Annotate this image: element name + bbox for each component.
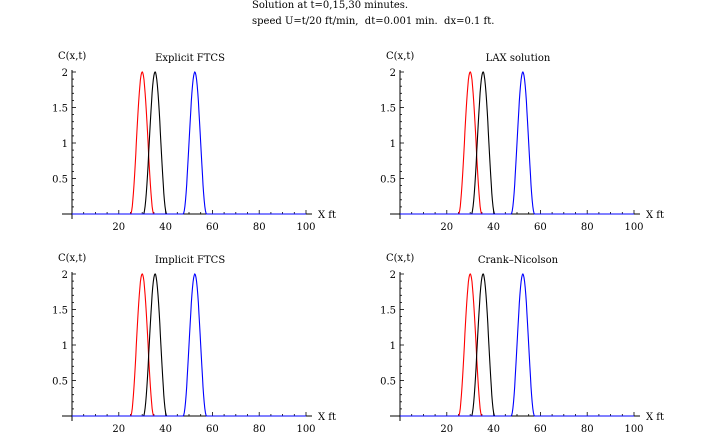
y-tick-label: 1.5 bbox=[52, 104, 68, 115]
x-tick-label: 60 bbox=[534, 222, 547, 233]
y-tick-label: 2 bbox=[390, 68, 396, 79]
chart-title: LAX solution bbox=[486, 53, 551, 64]
series-line-t-15 bbox=[400, 71, 634, 215]
y-tick-label: 2 bbox=[62, 270, 68, 281]
y-tick-label: 0.5 bbox=[52, 377, 68, 388]
chart-title: Implicit FTCS bbox=[155, 255, 225, 266]
x-tick-label: 80 bbox=[581, 222, 594, 233]
x-tick-label: 100 bbox=[624, 222, 643, 233]
x-axis-label: X ft bbox=[646, 412, 664, 423]
chart-title: Crank–Nicolson bbox=[478, 255, 559, 266]
x-tick-label: 80 bbox=[253, 424, 266, 435]
series-line-t-30 bbox=[72, 70, 306, 215]
y-tick-label: 1.5 bbox=[380, 104, 396, 115]
y-tick-label: 1.5 bbox=[380, 306, 396, 317]
figure-title-line2: speed U=t/20 ft/min, dt=0.001 min. dx=0.… bbox=[252, 16, 495, 27]
series-line-t-0 bbox=[72, 71, 306, 215]
series-line-t-30 bbox=[400, 272, 634, 417]
x-tick-label: 80 bbox=[581, 424, 594, 435]
x-tick-label: 80 bbox=[253, 222, 266, 233]
x-tick-label: 40 bbox=[159, 424, 172, 435]
x-axis-label: X ft bbox=[318, 412, 336, 423]
x-tick-label: 100 bbox=[624, 424, 643, 435]
series-line-t-0 bbox=[72, 273, 306, 417]
y-axis-label: C(x,t) bbox=[58, 253, 86, 264]
x-axis-label: X ft bbox=[646, 210, 664, 221]
figure-title-line1: Solution at t=0,15,30 minutes. bbox=[252, 0, 409, 11]
x-tick-label: 100 bbox=[296, 222, 315, 233]
series-line-t-15 bbox=[400, 273, 634, 417]
series-line-t-15 bbox=[72, 71, 306, 215]
y-tick-label: 2 bbox=[62, 68, 68, 79]
y-tick-label: 1 bbox=[62, 341, 68, 352]
y-axis-label: C(x,t) bbox=[386, 51, 414, 62]
x-tick-label: 40 bbox=[487, 222, 500, 233]
x-tick-label: 20 bbox=[112, 222, 125, 233]
x-axis-label: X ft bbox=[318, 210, 336, 221]
x-tick-label: 20 bbox=[112, 424, 125, 435]
series-line-t-0 bbox=[400, 71, 634, 215]
y-tick-label: 0.5 bbox=[380, 175, 396, 186]
chart-panel: 20 40 60 80 100 0.5 1 1.5 2 X ft C(x,t) LAX solutio… bbox=[380, 51, 664, 233]
y-tick-label: 2 bbox=[390, 270, 396, 281]
y-tick-label: 1.5 bbox=[52, 306, 68, 317]
x-tick-label: 20 bbox=[440, 424, 453, 435]
series-line-t-30 bbox=[72, 272, 306, 417]
chart-panel: 20 40 60 80 100 0.5 1 1.5 2 X ft C(x,t) Explicit FT… bbox=[52, 51, 336, 233]
x-tick-label: 40 bbox=[487, 424, 500, 435]
y-axis-label: C(x,t) bbox=[58, 51, 86, 62]
series-line-t-30 bbox=[400, 70, 634, 215]
y-tick-label: 1 bbox=[390, 341, 396, 352]
series-line-t-0 bbox=[400, 273, 634, 417]
x-tick-label: 40 bbox=[159, 222, 172, 233]
y-tick-label: 1 bbox=[390, 139, 396, 150]
x-tick-label: 60 bbox=[534, 424, 547, 435]
chart-title: Explicit FTCS bbox=[155, 53, 225, 64]
y-tick-label: 0.5 bbox=[380, 377, 396, 388]
y-tick-label: 0.5 bbox=[52, 175, 68, 186]
y-axis-label: C(x,t) bbox=[386, 253, 414, 264]
series-line-t-15 bbox=[72, 273, 306, 417]
x-tick-label: 20 bbox=[440, 222, 453, 233]
chart-panel: 20 40 60 80 100 0.5 1 1.5 2 X ft C(x,t) Implicit FT… bbox=[52, 253, 336, 435]
chart-panel: 20 40 60 80 100 0.5 1 1.5 2 X ft C(x,t) Crank–Nicol… bbox=[380, 253, 664, 435]
x-tick-label: 60 bbox=[206, 424, 219, 435]
y-tick-label: 1 bbox=[62, 139, 68, 150]
x-tick-label: 60 bbox=[206, 222, 219, 233]
x-tick-label: 100 bbox=[296, 424, 315, 435]
